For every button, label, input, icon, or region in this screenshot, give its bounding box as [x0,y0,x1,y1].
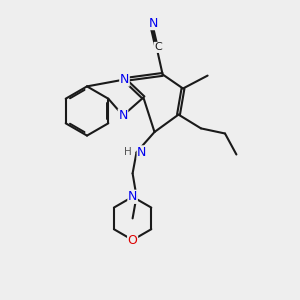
Text: O: O [128,233,137,247]
Text: N: N [148,16,158,30]
Text: N: N [128,190,137,203]
Text: C: C [154,42,162,52]
Text: H: H [124,147,132,158]
Text: N: N [137,146,147,159]
Text: N: N [120,73,129,86]
Text: N: N [118,109,128,122]
